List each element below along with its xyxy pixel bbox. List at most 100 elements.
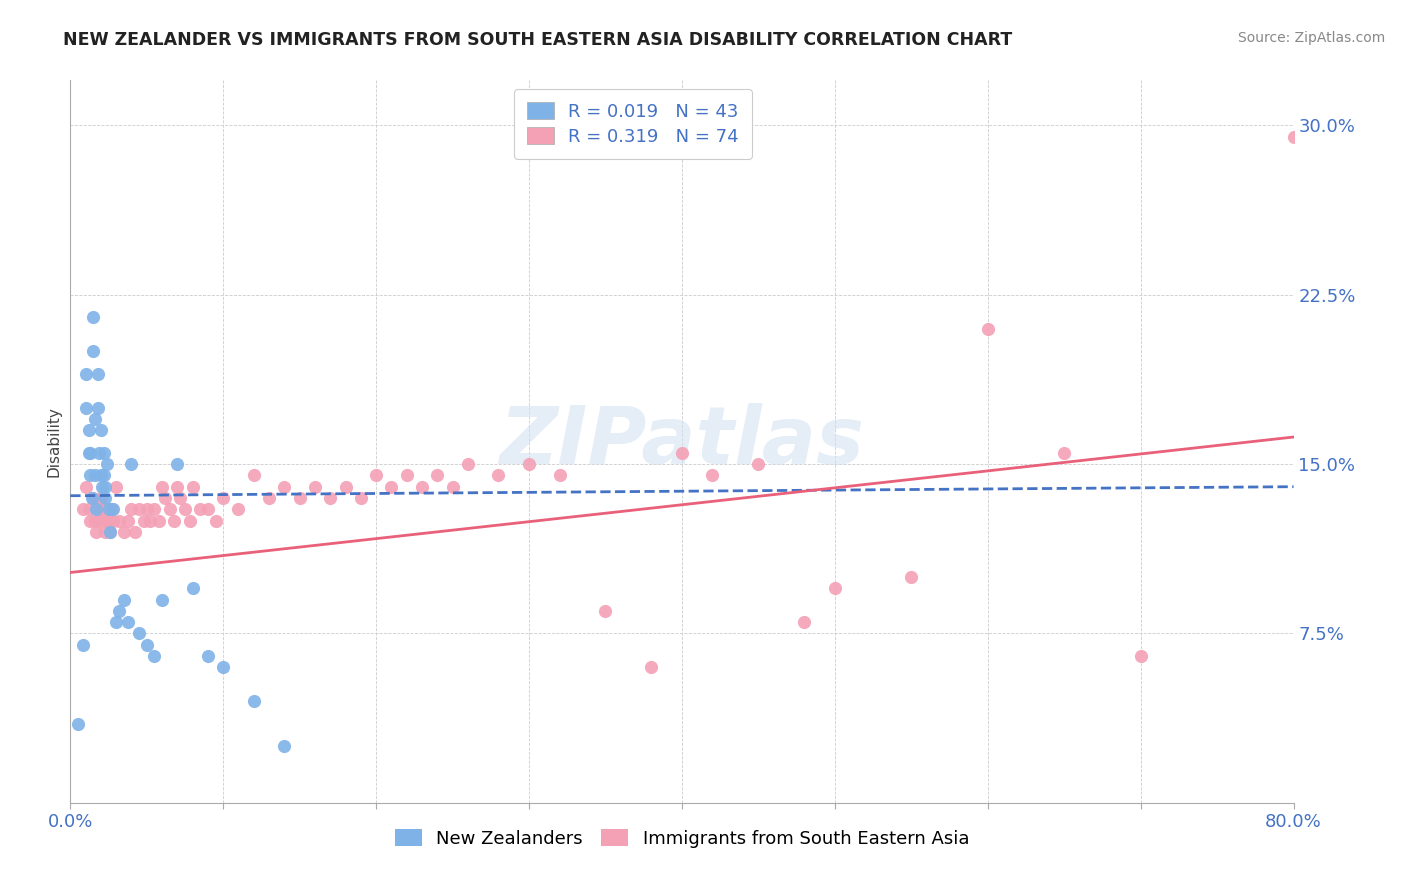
Point (128, 502, 150, 516)
Point (117, 615, 139, 630)
Point (93, 514, 115, 528)
Point (304, 480, 326, 494)
Point (366, 468, 388, 483)
Point (426, 468, 449, 483)
Point (89, 446, 111, 460)
Point (80, 491, 103, 505)
Point (163, 514, 186, 528)
Point (84, 502, 107, 516)
Point (1129, 648, 1152, 663)
Point (77, 446, 100, 460)
Point (91, 480, 114, 494)
Point (93, 468, 115, 483)
Legend: New Zealanders, Immigrants from South Eastern Asia: New Zealanders, Immigrants from South Ea… (384, 818, 980, 859)
Point (72, 502, 94, 516)
Point (75, 480, 97, 494)
Point (112, 592, 135, 607)
Point (747, 457, 769, 471)
Point (395, 468, 418, 483)
Point (90, 423, 112, 437)
Text: ZIPatlas: ZIPatlas (499, 402, 865, 481)
Point (135, 638, 157, 652)
Point (117, 514, 139, 528)
Point (75, 401, 97, 415)
Point (87, 514, 110, 528)
Text: NEW ZEALANDER VS IMMIGRANTS FROM SOUTH EASTERN ASIA DISABILITY CORRELATION CHART: NEW ZEALANDER VS IMMIGRANTS FROM SOUTH E… (63, 31, 1012, 49)
Text: Source: ZipAtlas.com: Source: ZipAtlas.com (1237, 31, 1385, 45)
Point (148, 514, 170, 528)
Point (640, 660, 662, 674)
Point (212, 660, 235, 674)
Point (94, 491, 117, 505)
Point (976, 321, 998, 335)
Point (139, 514, 162, 528)
Point (1282, 129, 1305, 144)
Point (101, 514, 124, 528)
Point (204, 514, 226, 528)
Point (457, 457, 479, 471)
Point (197, 502, 219, 516)
Point (1053, 446, 1076, 460)
Point (335, 480, 357, 494)
Point (108, 604, 131, 618)
Point (166, 457, 188, 471)
Point (82, 310, 104, 325)
Point (82, 344, 104, 359)
Point (94, 480, 117, 494)
Point (143, 648, 166, 663)
Point (83, 468, 105, 483)
Point (793, 615, 815, 630)
Point (124, 524, 146, 539)
Point (181, 582, 204, 596)
Point (273, 739, 295, 754)
Point (595, 604, 617, 618)
Point (112, 524, 135, 539)
Point (179, 514, 201, 528)
Point (319, 491, 342, 505)
Point (100, 502, 122, 516)
Point (350, 491, 373, 505)
Point (72, 638, 94, 652)
Point (91, 502, 114, 516)
Point (150, 480, 173, 494)
Point (488, 468, 510, 483)
Point (77, 502, 100, 516)
Point (79, 446, 101, 460)
Point (824, 582, 846, 596)
Point (121, 457, 143, 471)
Point (108, 514, 131, 528)
Point (159, 502, 181, 516)
Point (93, 446, 115, 460)
Point (97, 514, 120, 528)
Point (188, 502, 211, 516)
Point (121, 502, 143, 516)
Point (96, 502, 118, 516)
Point (143, 502, 166, 516)
Point (181, 480, 204, 494)
Point (228, 502, 250, 516)
Point (77, 423, 100, 437)
Point (105, 480, 128, 494)
Point (79, 468, 101, 483)
Point (441, 480, 464, 494)
Point (105, 615, 128, 630)
Point (83, 412, 105, 426)
Point (212, 491, 235, 505)
Point (288, 491, 311, 505)
Point (702, 468, 724, 483)
Point (380, 480, 402, 494)
Point (517, 457, 540, 471)
Point (166, 480, 188, 494)
Point (273, 480, 295, 494)
Point (98, 524, 121, 539)
Point (101, 502, 124, 516)
Point (98, 524, 121, 539)
Point (90, 491, 112, 505)
Point (83, 514, 105, 528)
Point (94, 524, 117, 539)
Point (66, 716, 89, 731)
Point (75, 367, 97, 381)
Point (87, 401, 110, 415)
Point (169, 491, 191, 505)
Point (128, 626, 150, 640)
